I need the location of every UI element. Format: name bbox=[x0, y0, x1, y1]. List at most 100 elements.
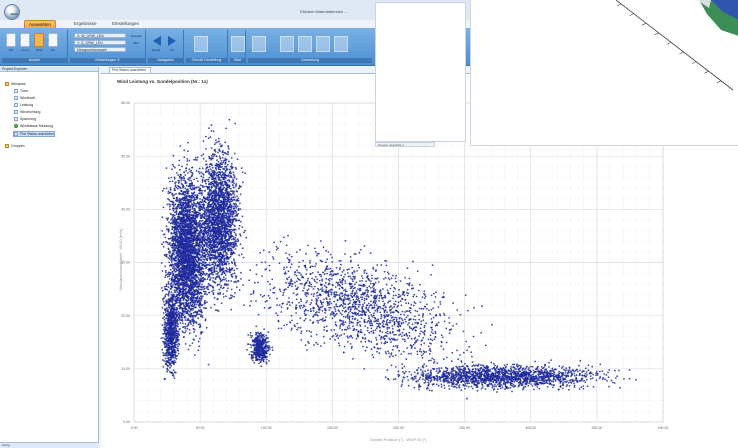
data-point bbox=[226, 239, 229, 242]
data-point bbox=[240, 278, 242, 280]
data-point bbox=[201, 201, 203, 204]
tree-item-windpark[interactable]: Windpark bbox=[5, 82, 26, 88]
data-point bbox=[169, 271, 172, 274]
back-arrow-icon[interactable] bbox=[153, 36, 161, 46]
data-point bbox=[200, 331, 202, 334]
data-point bbox=[220, 184, 223, 187]
data-point bbox=[174, 276, 176, 279]
display-option-3 bbox=[298, 36, 312, 52]
data-point bbox=[186, 271, 189, 274]
data-point bbox=[182, 263, 185, 266]
data-point bbox=[171, 258, 174, 261]
data-point bbox=[192, 199, 195, 202]
data-point bbox=[236, 240, 239, 243]
data-point bbox=[205, 262, 207, 264]
data-point bbox=[243, 231, 245, 234]
data-point bbox=[199, 323, 201, 325]
tree-item-windrichtung[interactable]: Windrichtung bbox=[14, 110, 40, 116]
data-point bbox=[200, 225, 203, 227]
data-point bbox=[207, 191, 210, 194]
data-point bbox=[186, 265, 188, 268]
data-point bbox=[212, 286, 214, 289]
data-point bbox=[185, 182, 188, 184]
data-point bbox=[219, 251, 222, 254]
data-point bbox=[205, 266, 208, 268]
data-point bbox=[162, 206, 165, 209]
data-point bbox=[217, 218, 220, 221]
data-point bbox=[203, 285, 206, 288]
data-point bbox=[186, 229, 188, 232]
data-point bbox=[201, 208, 203, 211]
data-point bbox=[197, 186, 200, 189]
data-point bbox=[194, 274, 197, 277]
data-point bbox=[188, 332, 191, 335]
data-point bbox=[181, 251, 184, 254]
data-point bbox=[179, 293, 182, 296]
channel-icon bbox=[14, 89, 18, 93]
tree-item-leistung[interactable]: Leistung bbox=[14, 103, 33, 109]
data-point bbox=[224, 141, 227, 144]
data-point bbox=[203, 287, 206, 290]
tab-auswahlen[interactable]: Auswahlen bbox=[24, 20, 57, 28]
app-orb-button[interactable]: diam bbox=[4, 4, 20, 20]
data-point bbox=[182, 265, 184, 268]
data-point bbox=[179, 187, 182, 190]
data-point bbox=[219, 187, 222, 190]
data-point bbox=[236, 195, 238, 198]
tree-item-windklasse[interactable]: Windklasse Messung bbox=[14, 124, 53, 130]
ein-view-button[interactable] bbox=[48, 33, 58, 47]
data-point bbox=[189, 185, 192, 188]
data-point bbox=[166, 307, 168, 309]
x-channel-select[interactable]: X: W_GRW_LEN bbox=[74, 33, 126, 38]
document-tab[interactable]: Plot Status ausrichten bbox=[109, 67, 151, 73]
data-point bbox=[175, 186, 178, 189]
y-channel-select[interactable]: Y: S_GRW_LEN bbox=[74, 40, 126, 45]
data-point bbox=[183, 336, 185, 339]
forward-arrow-icon[interactable] bbox=[168, 36, 176, 46]
data-point bbox=[169, 222, 172, 225]
data-point bbox=[173, 258, 176, 261]
data-point bbox=[208, 261, 211, 264]
data-point bbox=[190, 220, 192, 223]
data-point bbox=[173, 306, 176, 309]
curve-view-button[interactable] bbox=[20, 33, 30, 47]
tree-item-plot-status[interactable]: Plot Status ausrichten bbox=[13, 131, 56, 137]
tree-item-gruppen[interactable]: Gruppen bbox=[5, 144, 25, 150]
data-point bbox=[186, 188, 188, 191]
data-point bbox=[178, 218, 180, 221]
data-point bbox=[230, 238, 233, 241]
data-point bbox=[171, 168, 173, 171]
data-point bbox=[185, 278, 187, 281]
tree-item-spannung[interactable]: Spannung bbox=[14, 117, 36, 123]
data-point bbox=[195, 215, 198, 217]
data-point bbox=[233, 182, 236, 185]
data-point bbox=[175, 172, 178, 174]
data-point bbox=[168, 278, 171, 280]
data-point bbox=[173, 268, 176, 271]
tree-item-turm[interactable]: Turm bbox=[14, 89, 28, 95]
tab-ergebnisse[interactable]: Ergebnisse bbox=[74, 21, 97, 26]
wind-view-button[interactable] bbox=[34, 33, 44, 47]
data-point bbox=[184, 306, 187, 308]
data-point bbox=[191, 197, 193, 200]
data-point bbox=[189, 301, 192, 304]
data-point bbox=[167, 248, 170, 251]
data-point bbox=[167, 177, 170, 180]
data-point bbox=[217, 151, 220, 154]
data-point bbox=[190, 217, 192, 220]
data-point bbox=[196, 156, 199, 159]
point-selection-toggle[interactable]: Messpunktauswahl bbox=[74, 47, 126, 52]
tab-einstellungen[interactable]: Einstellungen bbox=[112, 21, 140, 26]
tree-item-windkraft[interactable]: Windkraft bbox=[14, 96, 35, 102]
data-point bbox=[177, 221, 180, 224]
data-point bbox=[178, 272, 181, 275]
data-point bbox=[240, 271, 242, 274]
data-point bbox=[181, 209, 184, 211]
data-point bbox=[222, 185, 225, 187]
data-point bbox=[193, 158, 196, 161]
tab-view-button[interactable] bbox=[6, 33, 16, 47]
data-point bbox=[170, 255, 173, 258]
data-point bbox=[182, 322, 184, 325]
data-point bbox=[197, 292, 200, 295]
